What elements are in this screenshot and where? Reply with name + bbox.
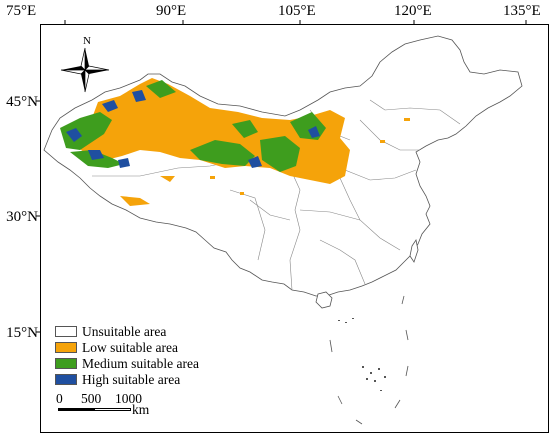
north-arrow-label: N [83, 35, 91, 47]
scale-tick-500: 500 [81, 391, 102, 406]
south-china-sea-islands [338, 318, 386, 391]
legend-swatch [55, 374, 77, 385]
legend-label: Unsuitable area [82, 324, 167, 339]
north-arrow: N [60, 35, 110, 93]
scale-bar-segment [58, 408, 94, 411]
lon-label-135: 135°E [503, 3, 541, 19]
lat-label-45: 45°N [6, 94, 38, 110]
china-map [43, 35, 523, 425]
lon-label-105: 105°E [278, 3, 316, 19]
nine-dash-line [329, 295, 409, 425]
lat-label-15: 15°N [6, 325, 38, 341]
lon-label-75: 75°E [6, 3, 37, 19]
legend-swatch [55, 326, 77, 337]
lon-label-90: 90°E [156, 3, 187, 19]
lon-label-120: 120°E [394, 3, 432, 19]
legend-swatch [55, 358, 77, 369]
legend-label: High suitable area [82, 372, 181, 387]
scattered-patches [210, 118, 410, 195]
hainan-island [315, 291, 333, 309]
legend-label: Medium suitable area [82, 356, 199, 371]
scale-tick-0: 0 [56, 391, 63, 406]
legend-swatch [55, 342, 77, 353]
scale-bar-segment [94, 408, 131, 411]
high-suitable-zones [66, 90, 320, 168]
scale-unit: km [132, 402, 150, 417]
taiwan-island [409, 238, 419, 263]
legend-label: Low suitable area [82, 340, 178, 355]
scale-tick-1000: 1000 [115, 391, 142, 406]
lat-label-30: 30°N [6, 209, 38, 225]
map-frame [40, 24, 549, 433]
